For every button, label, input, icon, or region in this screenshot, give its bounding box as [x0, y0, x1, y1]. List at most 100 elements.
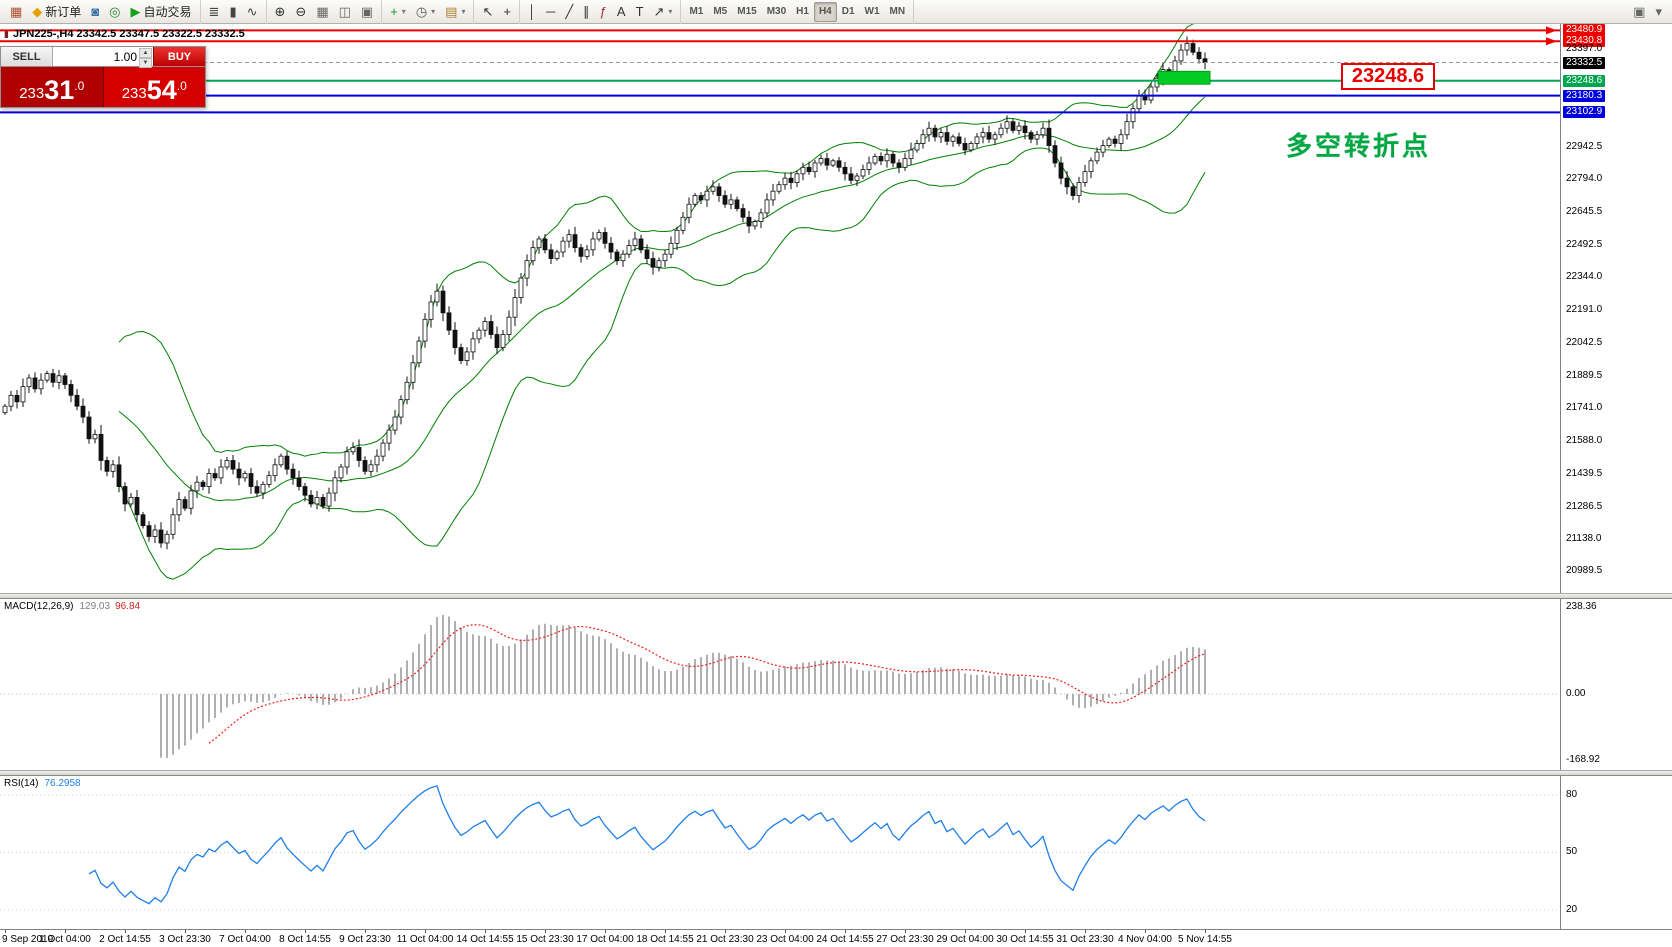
periods-button-dropdown[interactable]: ▾ — [431, 7, 436, 16]
time-tick — [5, 930, 6, 933]
buy-button[interactable]: BUY — [153, 47, 205, 66]
cursor-button[interactable]: ↖ — [477, 2, 498, 22]
time-axis[interactable]: 9 Sep 2019 1 Oct 04:00 2 Oct 14:55 3 Oct 23… — [0, 929, 1672, 947]
tf-w1-button[interactable]: W1 — [860, 2, 885, 22]
sell-button[interactable]: SELL — [1, 47, 53, 66]
sell-price-big: 31 — [44, 75, 75, 106]
chart-note-text[interactable]: 多空转折点 — [1286, 131, 1432, 161]
label-button[interactable]: T — [631, 2, 649, 22]
sell-price-pre: 233 — [19, 84, 45, 102]
price-tick-label: 22794.0 — [1566, 173, 1603, 185]
line-chart-type-button[interactable]: ∿ — [242, 2, 263, 22]
periods-button[interactable]: ◷ ▾ — [411, 2, 440, 22]
rsi-level-50: 50 — [1566, 846, 1578, 857]
time-tick — [1025, 930, 1026, 933]
time-tick — [785, 930, 786, 933]
buy-price-pre: 233 — [121, 84, 147, 102]
tf-m30-button[interactable]: M30 — [762, 2, 791, 22]
time-tick — [905, 930, 906, 933]
tf-d1-button[interactable]: D1 — [837, 2, 860, 22]
candlestick-type-button-glyph: ▮ — [229, 4, 237, 19]
horizontal-line-button[interactable]: ─ — [541, 2, 560, 22]
indicators-button-dropdown[interactable]: ▾ — [401, 7, 406, 16]
zoom-in-button[interactable]: ⊕ — [270, 2, 291, 22]
price-tick-label: 22191.0 — [1566, 304, 1603, 316]
trendline-button[interactable]: ╱ — [560, 2, 578, 22]
shapes-button[interactable]: ↗ ▾ — [649, 2, 678, 22]
indicators-button[interactable]: + ▾ — [385, 2, 411, 22]
tile-windows-button-glyph: ◫ — [338, 4, 351, 19]
time-axis-label: 14 Oct 14:55 — [456, 934, 514, 945]
cascade-windows-button-glyph: ▣ — [360, 4, 374, 19]
volume-decrease-button[interactable]: ▼ — [139, 58, 152, 68]
tf-h4-button[interactable]: H4 — [813, 1, 837, 22]
price-tick-label: 20989.5 — [1566, 565, 1603, 577]
autotrading-button[interactable]: ▶ 自动交易 — [126, 2, 197, 22]
rsi-chart[interactable] — [0, 776, 1560, 929]
volume-input[interactable] — [53, 47, 153, 66]
candlestick-type-button[interactable]: ▮ — [224, 2, 241, 22]
fibonacci-button[interactable]: ƒ — [595, 2, 612, 22]
grid-button[interactable]: ▦ — [311, 2, 333, 22]
tf-m5-button[interactable]: M5 — [708, 2, 732, 22]
layouts-icon[interactable]: ◙ — [86, 2, 104, 22]
bar-chart-type-button[interactable]: ≣ — [204, 2, 225, 22]
time-tick — [725, 930, 726, 933]
tf-mn-button[interactable]: MN — [885, 2, 911, 22]
tf-m15-button-label: M15 — [737, 6, 757, 17]
panel-separator-1[interactable] — [0, 593, 1672, 599]
shapes-button-dropdown[interactable]: ▾ — [668, 7, 673, 16]
tf-m30-button-label: M30 — [766, 6, 787, 17]
price-chart[interactable] — [0, 24, 1560, 593]
text-button[interactable]: A — [612, 2, 631, 22]
price-line-label: 23480.9 — [1563, 24, 1606, 37]
zoom-out-button[interactable]: ⊖ — [290, 2, 311, 22]
time-axis-label: 15 Oct 23:30 — [516, 934, 574, 945]
info-icon[interactable]: ◎ — [104, 2, 125, 22]
tf-h1-button[interactable]: H1 — [791, 2, 814, 22]
sell-price[interactable]: 233 31.0 — [1, 67, 104, 107]
new-order-button-label: 新订单 — [45, 5, 82, 19]
tf-m15-button[interactable]: M15 — [732, 2, 761, 22]
dock-window-icon[interactable]: ▣ — [1628, 2, 1650, 22]
new-chart-icon[interactable]: ▦ — [5, 2, 27, 22]
new-chart-icon-glyph: ▦ — [10, 4, 23, 19]
macd-scale-zero: 0.00 — [1566, 688, 1586, 699]
templates-button[interactable]: ▤ ▾ — [440, 2, 470, 22]
macd-signal-value: 96.84 — [115, 601, 141, 612]
tf-m1-button[interactable]: M1 — [684, 2, 708, 22]
macd-chart[interactable] — [0, 599, 1560, 770]
trendline-button-glyph: ╱ — [565, 4, 574, 19]
crosshair-button[interactable]: + — [498, 2, 516, 22]
time-axis-label: 5 Nov 14:55 — [1178, 934, 1232, 945]
sell-price-suffix: .0 — [74, 79, 85, 93]
buy-price-suffix: .0 — [176, 79, 187, 93]
time-axis-label: 9 Oct 23:30 — [339, 934, 391, 945]
price-tick-label: 21588.0 — [1566, 435, 1603, 447]
macd-scale[interactable]: 238.36 0.00 -168.92 — [1560, 599, 1672, 770]
new-order-button[interactable]: ◆ 新订单 — [27, 2, 86, 22]
time-axis-label: 9 Sep 2019 — [2, 934, 54, 945]
more-options-icon[interactable]: ▾ — [1650, 2, 1667, 22]
cascade-windows-button[interactable]: ▣ — [356, 2, 378, 22]
time-axis-label: 4 Nov 04:00 — [1118, 934, 1172, 945]
vertical-line-button[interactable]: │ — [523, 2, 541, 22]
panel-separator-2[interactable] — [0, 770, 1672, 776]
macd-scale-top: 238.36 — [1566, 601, 1597, 612]
price-scale[interactable]: 22942.5 22794.0 22645.5 22492.5 22344.0 22191… — [1560, 24, 1672, 593]
time-axis-label: 27 Oct 23:30 — [876, 934, 934, 945]
buy-price[interactable]: 233 54.0 — [103, 67, 205, 107]
toolbar: ▦ ◆ 新订单 ◙ ◎ ▶ 自动交易 ≣ ▮ ∿ ⊕ ⊖ ▦ ◫ ▣ + ▾ ◷ ▾ ▤ ▾ ↖ + │ ─ ╱ ∥ ƒ A T ↗ ▾ M1 M… — [0, 0, 1672, 24]
volume-increase-button[interactable]: ▲ — [139, 48, 152, 58]
text-button-glyph: A — [616, 4, 626, 19]
symbol-ohlc-text: JPN225-,H4 23342.5 23347.5 23322.5 23332… — [12, 28, 245, 40]
channel-button[interactable]: ∥ — [578, 2, 595, 22]
tf-w1-button-label: W1 — [864, 6, 880, 17]
rsi-scale[interactable]: 80 50 20 — [1560, 776, 1672, 929]
chart-ohlc-header: ▮ JPN225-,H4 23342.5 23347.5 23322.5 233… — [4, 28, 245, 40]
price-annotation-box[interactable]: 23248.6 — [1341, 63, 1435, 90]
tile-windows-button[interactable]: ◫ — [334, 2, 356, 22]
time-tick — [1085, 930, 1086, 933]
templates-button-dropdown[interactable]: ▾ — [461, 7, 466, 16]
indicators-button-glyph: + — [390, 4, 398, 19]
